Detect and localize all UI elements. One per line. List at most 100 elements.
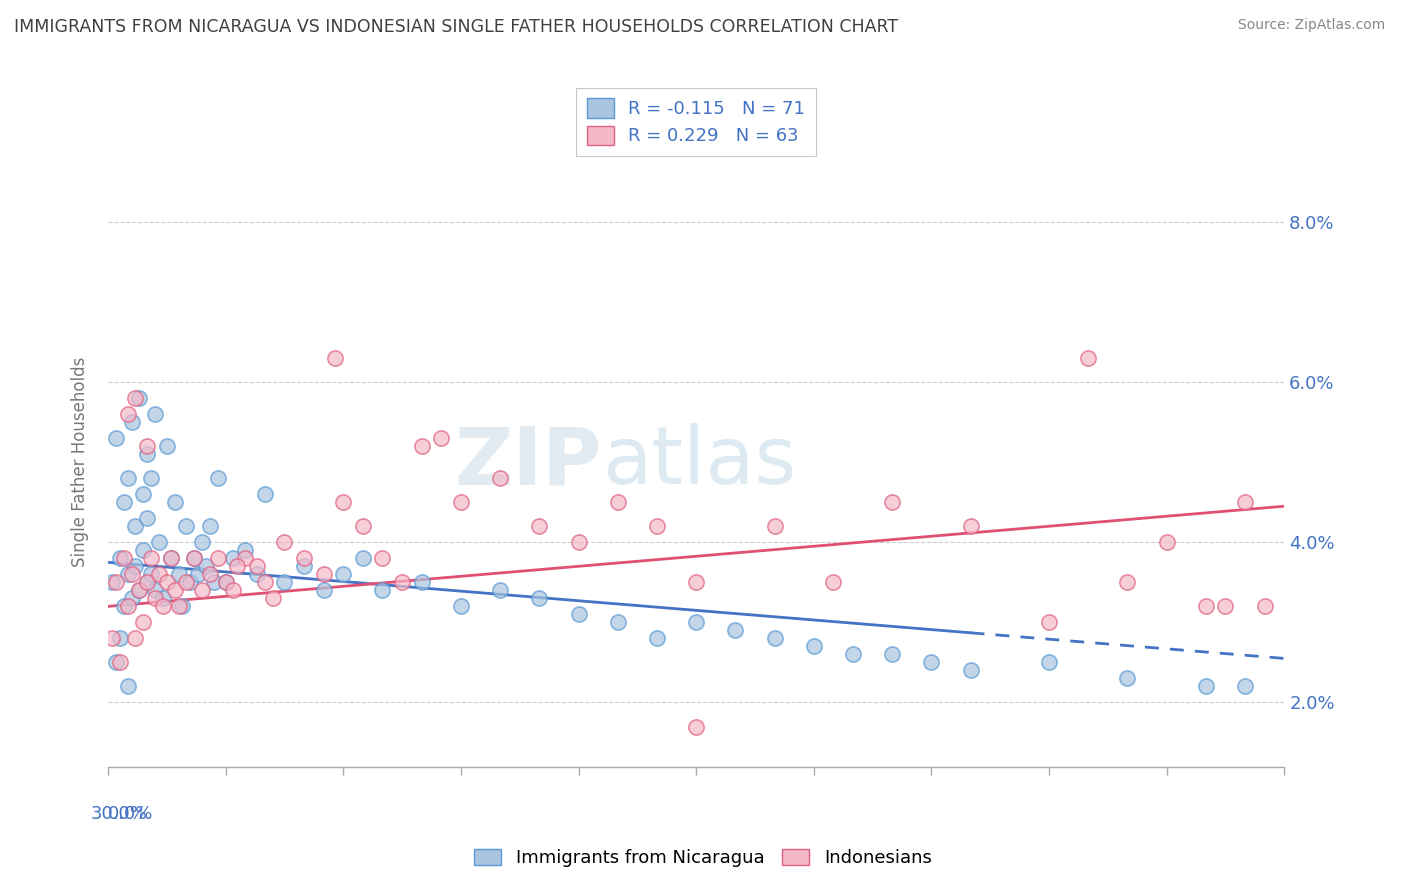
Point: [136, 511, 159, 525]
Point: [882, 495, 904, 509]
Point: [411, 575, 433, 590]
Point: [332, 495, 354, 509]
Point: [823, 575, 845, 590]
Point: [1195, 680, 1218, 694]
Point: [842, 648, 865, 662]
Point: [529, 519, 551, 533]
Point: [172, 599, 194, 614]
Point: [207, 471, 229, 485]
Point: [724, 624, 747, 638]
Point: [430, 431, 453, 445]
Point: [352, 551, 374, 566]
Point: [139, 551, 162, 566]
Point: [112, 551, 135, 566]
Point: [108, 656, 131, 670]
Point: [132, 487, 155, 501]
Point: [1156, 535, 1178, 549]
Point: [124, 391, 146, 405]
Point: [763, 519, 786, 533]
Point: [163, 495, 186, 509]
Point: [226, 559, 249, 574]
Point: [163, 583, 186, 598]
Text: 0.0%: 0.0%: [108, 805, 153, 823]
Point: [121, 567, 143, 582]
Point: [117, 471, 139, 485]
Point: [124, 632, 146, 646]
Point: [128, 391, 150, 405]
Point: [148, 535, 170, 549]
Text: IMMIGRANTS FROM NICARAGUA VS INDONESIAN SINGLE FATHER HOUSEHOLDS CORRELATION CHA: IMMIGRANTS FROM NICARAGUA VS INDONESIAN …: [14, 18, 898, 36]
Point: [253, 487, 276, 501]
Point: [312, 583, 335, 598]
Point: [121, 415, 143, 429]
Point: [1116, 672, 1139, 686]
Point: [246, 567, 269, 582]
Point: [567, 607, 589, 622]
Point: [117, 680, 139, 694]
Point: [253, 575, 276, 590]
Point: [352, 519, 374, 533]
Point: [152, 599, 174, 614]
Point: [136, 575, 159, 590]
Point: [191, 583, 214, 598]
Point: [411, 439, 433, 453]
Point: [156, 439, 179, 453]
Point: [685, 615, 707, 630]
Point: [104, 575, 127, 590]
Point: [332, 567, 354, 582]
Point: [959, 664, 981, 678]
Point: [325, 351, 347, 365]
Point: [489, 471, 512, 485]
Point: [198, 519, 221, 533]
Point: [128, 583, 150, 598]
Point: [152, 591, 174, 606]
Point: [529, 591, 551, 606]
Point: [117, 407, 139, 421]
Point: [233, 551, 256, 566]
Point: [214, 575, 236, 590]
Point: [156, 575, 179, 590]
Point: [195, 559, 218, 574]
Point: [101, 575, 124, 590]
Point: [959, 519, 981, 533]
Point: [1077, 351, 1099, 365]
Point: [371, 583, 394, 598]
Point: [292, 559, 315, 574]
Point: [132, 615, 155, 630]
Point: [143, 583, 166, 598]
Point: [391, 575, 413, 590]
Point: [292, 551, 315, 566]
Text: Source: ZipAtlas.com: Source: ZipAtlas.com: [1237, 18, 1385, 32]
Point: [222, 551, 245, 566]
Point: [191, 535, 214, 549]
Point: [101, 632, 124, 646]
Text: 30.0%: 30.0%: [90, 805, 148, 823]
Point: [685, 719, 707, 733]
Point: [207, 551, 229, 566]
Point: [606, 495, 628, 509]
Point: [187, 567, 209, 582]
Point: [136, 439, 159, 453]
Point: [262, 591, 284, 606]
Point: [136, 575, 159, 590]
Point: [124, 519, 146, 533]
Point: [112, 495, 135, 509]
Point: [198, 567, 221, 582]
Point: [246, 559, 269, 574]
Point: [1234, 495, 1257, 509]
Point: [645, 519, 668, 533]
Text: atlas: atlas: [602, 423, 796, 501]
Point: [202, 575, 225, 590]
Point: [121, 591, 143, 606]
Point: [108, 551, 131, 566]
Point: [139, 567, 162, 582]
Point: [1116, 575, 1139, 590]
Point: [920, 656, 942, 670]
Point: [117, 599, 139, 614]
Point: [763, 632, 786, 646]
Point: [882, 648, 904, 662]
Point: [139, 471, 162, 485]
Point: [1234, 680, 1257, 694]
Point: [176, 575, 198, 590]
Legend: Immigrants from Nicaragua, Indonesians: Immigrants from Nicaragua, Indonesians: [467, 841, 939, 874]
